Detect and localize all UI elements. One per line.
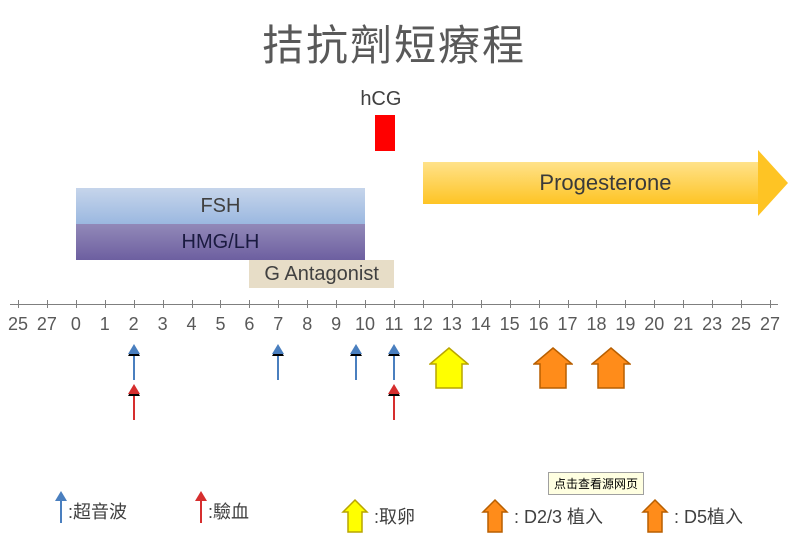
axis-tick (770, 300, 771, 308)
axis-tick (481, 300, 482, 308)
axis-label: 3 (148, 314, 178, 335)
axis-label: 21 (668, 314, 698, 335)
axis-tick (510, 300, 511, 308)
axis-label: 27 (755, 314, 785, 335)
axis-label: 9 (321, 314, 351, 335)
source-tooltip[interactable]: 点击查看源网页 (548, 472, 644, 495)
axis-label: 16 (524, 314, 554, 335)
axis-label: 13 (437, 314, 467, 335)
axis-label: 10 (350, 314, 380, 335)
axis-label: 4 (177, 314, 207, 335)
ultrasound-arrow (133, 352, 135, 380)
axis-tick (18, 300, 19, 308)
axis-label: 14 (466, 314, 496, 335)
legend-item: :驗血 (200, 498, 249, 524)
axis-label: 19 (610, 314, 640, 335)
axis-label: 6 (234, 314, 264, 335)
chart-title: 拮抗劑短療程 (0, 12, 788, 73)
axis-tick (654, 300, 655, 308)
axis-tick (423, 300, 424, 308)
axis-label: 18 (581, 314, 611, 335)
axis-label: 23 (697, 314, 727, 335)
axis-tick (568, 300, 569, 308)
axis-label: 7 (263, 314, 293, 335)
hmg-bar: HMG/LH (76, 224, 365, 260)
axis-tick (76, 300, 77, 308)
transfer-arrow (591, 346, 631, 392)
fsh-bar: FSH (76, 188, 365, 224)
axis-tick (625, 300, 626, 308)
axis-tick (712, 300, 713, 308)
hcg-marker (375, 115, 395, 151)
axis-label: 8 (292, 314, 322, 335)
axis-tick (192, 300, 193, 308)
axis-tick (105, 300, 106, 308)
ultrasound-arrow (393, 352, 395, 380)
ultrasound-arrow (277, 352, 279, 380)
axis-tick (134, 300, 135, 308)
blood-test-arrow (393, 392, 395, 420)
legend-item: : D2/3 植入 (480, 498, 603, 534)
axis-tick (683, 300, 684, 308)
axis-tick (220, 300, 221, 308)
progesterone-bar: Progesterone (423, 162, 788, 204)
axis-label: 25 (3, 314, 33, 335)
axis-tick (47, 300, 48, 308)
axis-tick (394, 300, 395, 308)
axis-label: 15 (495, 314, 525, 335)
ultrasound-arrow (355, 352, 357, 380)
hcg-label: hCG (360, 88, 401, 111)
axis-label: 2 (119, 314, 149, 335)
axis-tick (452, 300, 453, 308)
axis-tick (539, 300, 540, 308)
axis-tick (307, 300, 308, 308)
retrieval-arrow (429, 346, 469, 392)
axis-label: 5 (205, 314, 235, 335)
legend-item: : D5植入 (640, 498, 743, 534)
blood-test-arrow (133, 392, 135, 420)
axis-label: 0 (61, 314, 91, 335)
axis-label: 1 (90, 314, 120, 335)
axis-tick (741, 300, 742, 308)
axis-tick (336, 300, 337, 308)
axis-label: 20 (639, 314, 669, 335)
axis-label: 11 (379, 314, 409, 335)
axis-tick (163, 300, 164, 308)
axis-tick (365, 300, 366, 308)
transfer-arrow (533, 346, 573, 392)
axis-label: 27 (32, 314, 62, 335)
axis-tick (596, 300, 597, 308)
axis-label: 17 (553, 314, 583, 335)
legend-item: :取卵 (340, 498, 415, 534)
antagonist-bar: G Antagonist (249, 260, 394, 288)
axis-label: 12 (408, 314, 438, 335)
axis-label: 25 (726, 314, 756, 335)
legend-item: :超音波 (60, 498, 127, 524)
axis-tick (249, 300, 250, 308)
axis-tick (278, 300, 279, 308)
